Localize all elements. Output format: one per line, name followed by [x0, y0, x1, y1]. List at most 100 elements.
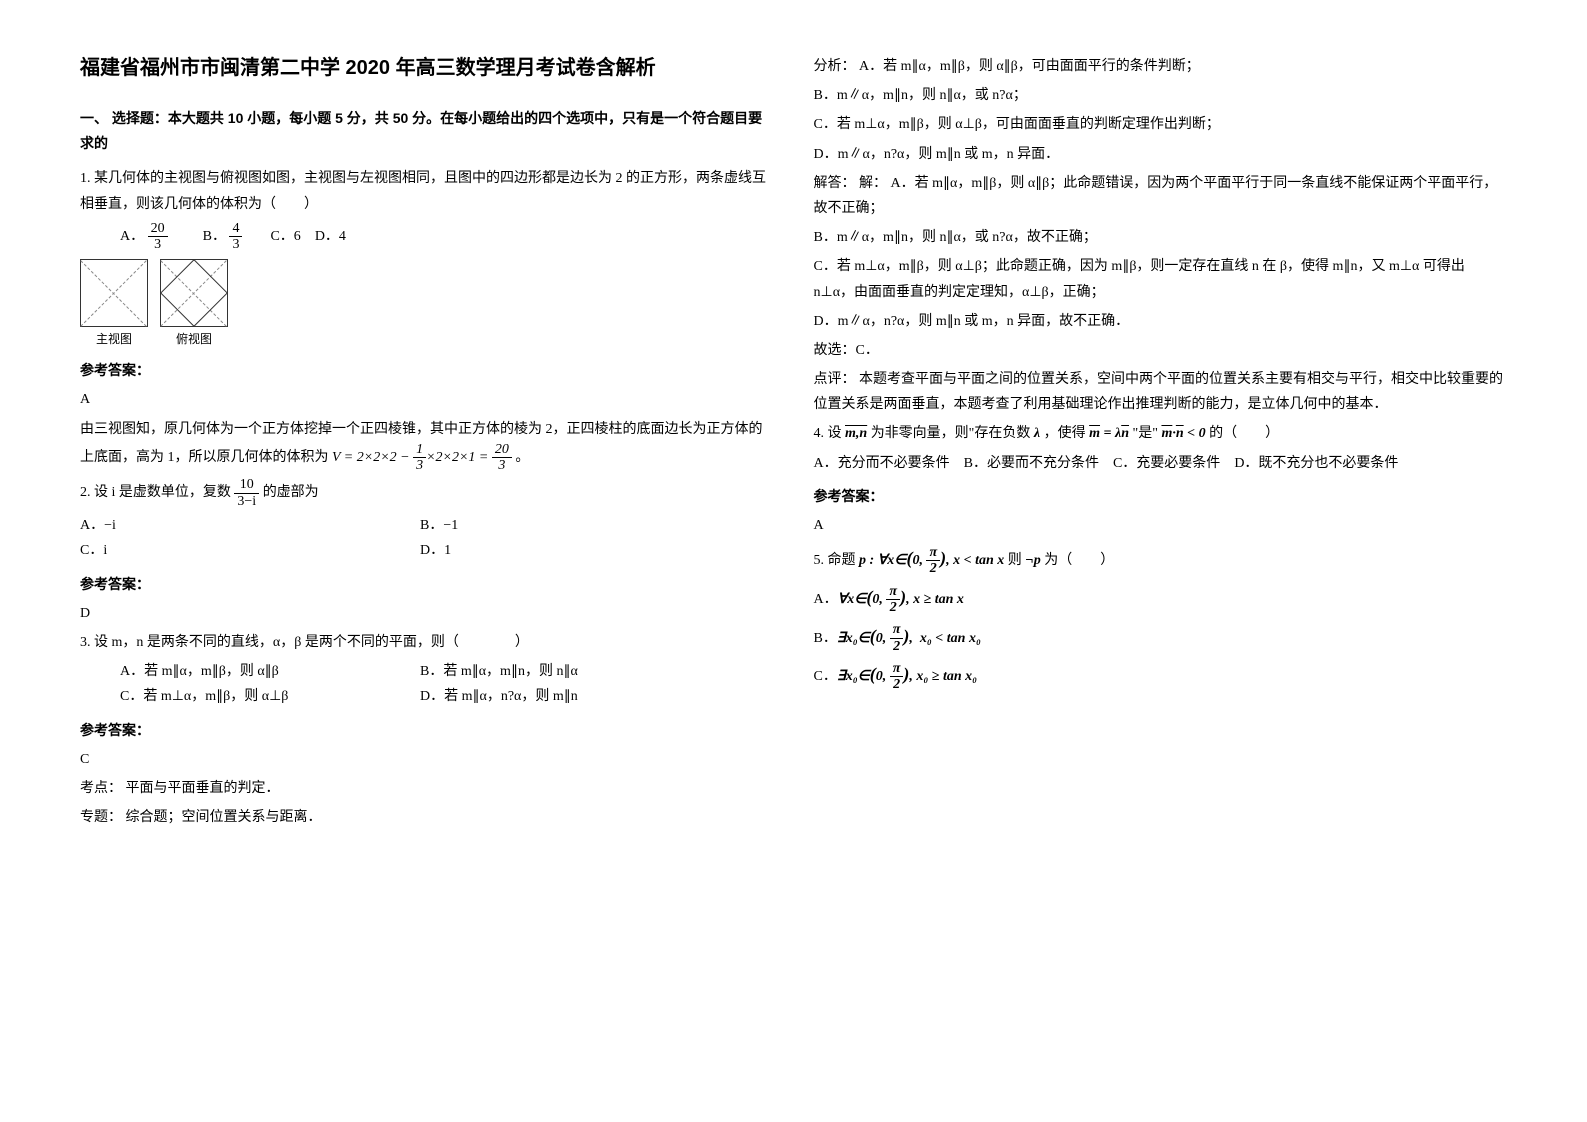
- q3-guxuan: 故选：C．: [814, 338, 1508, 363]
- q3-optA: A．若 m∥α，m∥β，则 α∥β: [120, 659, 380, 684]
- q5-stem: 5. 命题 p : ∀x∈(0, π2), x < tan x 则 ¬p 为（ …: [814, 542, 1508, 577]
- section-1-title: 一、 选择题：本大题共 10 小题，每小题 5 分，共 50 分。在每小题给出的…: [80, 106, 774, 156]
- q1-formula: V = 2×2×2 − 13×2×2×1 = 203: [332, 450, 515, 465]
- q1-view-main: 主视图: [80, 259, 148, 351]
- q1-view-main-caption: 主视图: [80, 329, 148, 351]
- page-root: 福建省福州市市闽清第二中学 2020 年高三数学理月考试卷含解析 一、 选择题：…: [0, 0, 1587, 1122]
- q3-zhuanti-label: 专题：: [80, 810, 122, 825]
- q1-answer-label: 参考答案：: [80, 358, 774, 383]
- q4-stem-post: 的（ ）: [1209, 426, 1279, 441]
- q5-optA: A．∀x∈(0, π2), x ≥ tan x: [814, 581, 1508, 616]
- q1-explain-tail: 。: [515, 450, 529, 465]
- q1-options-ab: A． 20 3 B． 4 3 C．6 D．4: [80, 221, 774, 253]
- q3-fenxi-D: D．m∥α，n?α，则 m∥n 或 m，n 异面．: [814, 142, 1508, 167]
- q5-optA-math: ∀x∈(0, π2), x ≥ tan x: [838, 592, 964, 607]
- q1-optA-den: 3: [148, 237, 168, 252]
- q2-frac-den: 3−i: [234, 494, 259, 509]
- q1-stem: 1. 某几何体的主视图与俯视图如图，主视图与左视图相同，且图中的四边形都是边长为…: [80, 166, 774, 216]
- q1-optB-num: 4: [229, 221, 242, 237]
- q1-optA-num: 20: [148, 221, 168, 237]
- q3-jieda-pre: 解：: [859, 176, 887, 191]
- q3-fenxi-A-text: A．若 m∥α，m∥β，则 α∥β，可由面面平行的条件判断；: [859, 59, 1200, 74]
- q5-optC: C．∃x₀∈(0, π2), x₀ ≥ tan x₀: [814, 658, 1508, 693]
- q3-kaodian-label: 考点：: [80, 781, 122, 796]
- q3-jieda-label: 解答：: [814, 176, 856, 191]
- q4-optC: C．充要必要条件: [1113, 456, 1220, 471]
- q3-kaodian-text: 平面与平面垂直的判定．: [126, 781, 280, 796]
- q3-kaodian: 考点： 平面与平面垂直的判定．: [80, 776, 774, 801]
- q4-vec-mn: m,n: [845, 426, 867, 441]
- q3-fenxi-B: B．m∥α，m∥n，则 n∥α，或 n?α；: [814, 83, 1508, 108]
- q3-options: A．若 m∥α，m∥β，则 α∥β B．若 m∥α，m∥n，则 n∥α C．若 …: [80, 659, 774, 709]
- q2-optB: B．−1: [420, 513, 458, 538]
- q3-optD: D．若 m∥α，n?α，则 m∥n: [420, 684, 578, 709]
- q3-fenxi-A: 分析： A．若 m∥α，m∥β，则 α∥β，可由面面平行的条件判断；: [814, 54, 1508, 79]
- q1-view-top-box: [160, 259, 228, 327]
- q2-answer-label: 参考答案：: [80, 572, 774, 597]
- q4-stem-mid1: 为非零向量，则"存在负数: [871, 426, 1031, 441]
- q4-options: A．充分而不必要条件 B．必要而不充分条件 C．充要必要条件 D．既不充分也不必…: [814, 451, 1508, 476]
- q4-lambda: λ: [1034, 426, 1040, 441]
- q3-answer: C: [80, 747, 774, 772]
- right-column: 分析： A．若 m∥α，m∥β，则 α∥β，可由面面平行的条件判断； B．m∥α…: [794, 50, 1528, 1072]
- q3-dianping-label: 点评：: [814, 372, 856, 387]
- q1-optD: D．4: [315, 229, 346, 244]
- q2-stem-pre: 2. 设 i 是虚数单位，复数: [80, 486, 231, 501]
- q1-optA-frac: 20 3: [148, 221, 168, 253]
- q2-frac: 10 3−i: [234, 477, 259, 509]
- q3-jieda-A: 解答： 解： A．若 m∥α，m∥β，则 α∥β；此命题错误，因为两个平面平行于…: [814, 171, 1508, 221]
- q1-view-main-dash: [81, 260, 147, 326]
- q1-explain: 由三视图知，原几何体为一个正方体挖掉一个正四棱锥，其中正方体的棱为 2，正四棱柱…: [80, 417, 774, 474]
- q2-optD: D．1: [420, 538, 451, 563]
- q3-answer-label: 参考答案：: [80, 718, 774, 743]
- q4-answer-label: 参考答案：: [814, 484, 1508, 509]
- q2-stem: 2. 设 i 是虚数单位，复数 10 3−i 的虚部为: [80, 477, 774, 509]
- q5-optB-math: ∃x₀∈(0, π2), x₀ < tan x₀: [837, 631, 981, 646]
- q1-answer: A: [80, 387, 774, 412]
- q3-jieda-A-text: A．若 m∥α，m∥β，则 α∥β；此命题错误，因为两个平面平行于同一条直线不能…: [814, 176, 1498, 216]
- q3-optB: B．若 m∥α，m∥n，则 n∥α: [420, 659, 578, 684]
- q1-view-top: 俯视图: [160, 259, 228, 351]
- q5-neg-p: ¬p: [1025, 553, 1040, 568]
- q3-jieda-C: C．若 m⊥α，m∥β，则 α⊥β；此命题正确，因为 m∥β，则一定存在直线 n…: [814, 254, 1508, 304]
- q5-optB: B．∃x₀∈(0, π2), x₀ < tan x₀: [814, 620, 1508, 655]
- q2-frac-num: 10: [234, 477, 259, 493]
- q4-stem-pre: 4. 设: [814, 426, 842, 441]
- q3-fenxi-C: C．若 m⊥α，m∥β，则 α⊥β，可由面面垂直的判断定理作出判断；: [814, 112, 1508, 137]
- q2-optC: C．i: [80, 538, 380, 563]
- q1-sanshitu: 主视图 俯视图: [80, 259, 774, 351]
- q2-optA: A．−i: [80, 513, 380, 538]
- q2-options-row1: A．−i B．−1: [80, 513, 774, 538]
- q3-zhuanti-text: 综合题；空间位置关系与距离．: [126, 810, 322, 825]
- q1-optC: C．6: [270, 229, 300, 244]
- q2-stem-post: 的虚部为: [263, 486, 319, 501]
- q3-optC: C．若 m⊥α，m∥β，则 α⊥β: [120, 684, 380, 709]
- q2-answer: D: [80, 601, 774, 626]
- q4-stem: 4. 设 m,n 为非零向量，则"存在负数 λ ，使得 m = λn "是" m…: [814, 421, 1508, 446]
- q1-view-main-box: [80, 259, 148, 327]
- q4-stem-mid2: ，使得: [1044, 426, 1086, 441]
- q3-jieda-B: B．m∥α，m∥n，则 n∥α，或 n?α，故不正确；: [814, 225, 1508, 250]
- q3-dianping: 点评： 本题考查平面与平面之间的位置关系，空间中两个平面的位置关系主要有相交与平…: [814, 367, 1508, 417]
- q1-optA-label: A．: [120, 229, 144, 244]
- page-title: 福建省福州市市闽清第二中学 2020 年高三数学理月考试卷含解析: [80, 50, 774, 86]
- q1-optB-frac: 4 3: [229, 221, 242, 253]
- q5-optC-math: ∃x₀∈(0, π2), x₀ ≥ tan x₀: [837, 669, 977, 684]
- q4-optA: A．充分而不必要条件: [814, 456, 950, 471]
- q5-stem-pre: 5. 命题: [814, 553, 856, 568]
- q3-fenxi-label: 分析：: [814, 59, 856, 74]
- q5-stem-mid: 则: [1008, 553, 1022, 568]
- q1-optB-label: B．: [203, 229, 226, 244]
- q3-zhuanti: 专题： 综合题；空间位置关系与距离．: [80, 805, 774, 830]
- q4-optD: D．既不充分也不必要条件: [1234, 456, 1398, 471]
- q3-dianping-text: 本题考查平面与平面之间的位置关系，空间中两个平面的位置关系主要有相交与平行，相交…: [814, 372, 1504, 412]
- q1-view-top-caption: 俯视图: [160, 329, 228, 351]
- q4-eq1: m = λn: [1089, 426, 1129, 441]
- left-column: 福建省福州市市闽清第二中学 2020 年高三数学理月考试卷含解析 一、 选择题：…: [60, 50, 794, 1072]
- q4-answer: A: [814, 513, 1508, 538]
- q3-stem: 3. 设 m，n 是两条不同的直线，α，β 是两个不同的平面，则（ ）: [80, 630, 774, 655]
- q2-options-row2: C．i D．1: [80, 538, 774, 563]
- q4-stem-mid3: "是": [1133, 426, 1158, 441]
- q4-optB: B．必要而不充分条件: [964, 456, 1099, 471]
- q5-stem-post: 为（ ）: [1044, 553, 1114, 568]
